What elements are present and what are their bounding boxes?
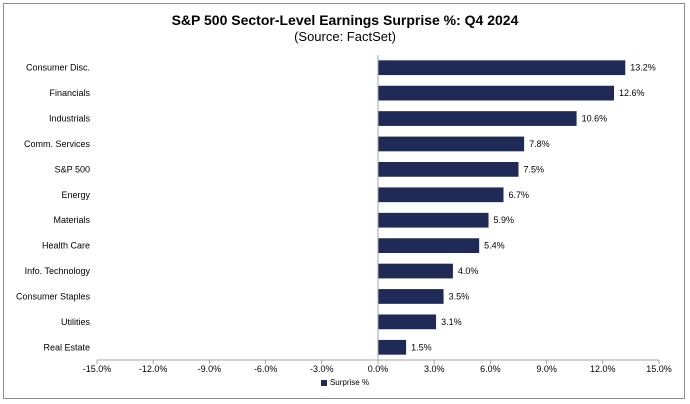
bars-group bbox=[378, 60, 626, 355]
data-label: 6.7% bbox=[509, 190, 530, 200]
category-label: Comm. Services bbox=[24, 139, 91, 149]
category-label: Industrials bbox=[49, 114, 91, 124]
x-tick-label: 15.0% bbox=[646, 364, 672, 374]
chart-title: S&P 500 Sector-Level Earnings Surprise %… bbox=[171, 12, 519, 28]
x-tick-label: -15.0% bbox=[83, 364, 112, 374]
category-label: Materials bbox=[53, 215, 90, 225]
data-labels: 13.2% 12.6% 10.6% 7.8% 7.5% 6.7% 5.9% 5.4% 4.0% 3… bbox=[411, 63, 656, 353]
bar bbox=[378, 339, 407, 355]
bar bbox=[378, 187, 504, 203]
bar bbox=[378, 85, 615, 101]
legend-label: Surprise % bbox=[329, 378, 370, 387]
data-label: 4.0% bbox=[458, 266, 479, 276]
data-label: 7.5% bbox=[524, 164, 545, 174]
data-label: 7.8% bbox=[529, 139, 550, 149]
data-label: 3.5% bbox=[449, 291, 470, 301]
category-label: Financials bbox=[49, 88, 90, 98]
bar bbox=[378, 60, 626, 76]
category-label: S&P 500 bbox=[55, 164, 90, 174]
bar bbox=[378, 162, 519, 177]
x-tick-label: -12.0% bbox=[139, 364, 168, 374]
bar bbox=[378, 212, 489, 228]
category-label: Consumer Staples bbox=[16, 291, 91, 301]
x-tick-label: -3.0% bbox=[310, 364, 334, 374]
bar bbox=[378, 289, 444, 304]
data-label: 3.1% bbox=[441, 317, 462, 327]
legend: Surprise % bbox=[0, 378, 690, 387]
bar bbox=[378, 263, 453, 279]
x-tick-label: 6.0% bbox=[480, 364, 501, 374]
category-label: Utilities bbox=[61, 317, 91, 327]
data-label: 13.2% bbox=[630, 63, 656, 73]
category-label: Info. Technology bbox=[25, 266, 91, 276]
x-tick-label: 9.0% bbox=[536, 364, 557, 374]
legend-swatch bbox=[320, 379, 327, 386]
category-label: Consumer Disc. bbox=[26, 63, 90, 73]
x-tick-label: 0.0% bbox=[368, 364, 389, 374]
x-tick-label: -6.0% bbox=[254, 364, 278, 374]
data-label: 5.9% bbox=[494, 215, 515, 225]
x-axis: -15.0% -12.0% -9.0% -6.0% -3.0% 0.0% 3.0% 6.0% 9… bbox=[83, 55, 672, 374]
data-label: 5.4% bbox=[484, 241, 505, 251]
bar bbox=[378, 136, 525, 152]
x-tick-label: -9.0% bbox=[198, 364, 222, 374]
x-tick-label: 12.0% bbox=[590, 364, 616, 374]
chart-subtitle: (Source: FactSet) bbox=[294, 29, 396, 44]
bar bbox=[378, 314, 437, 330]
x-tick-label: 3.0% bbox=[424, 364, 445, 374]
data-label: 1.5% bbox=[411, 342, 432, 352]
category-label: Health Care bbox=[42, 241, 90, 251]
bar bbox=[378, 111, 577, 126]
data-label: 10.6% bbox=[582, 114, 608, 124]
category-label: Real Estate bbox=[43, 342, 90, 352]
data-label: 12.6% bbox=[619, 88, 645, 98]
category-labels: Consumer Disc. Financials Industrials Comm.… bbox=[16, 63, 91, 353]
bar bbox=[378, 238, 480, 253]
category-label: Energy bbox=[61, 190, 90, 200]
